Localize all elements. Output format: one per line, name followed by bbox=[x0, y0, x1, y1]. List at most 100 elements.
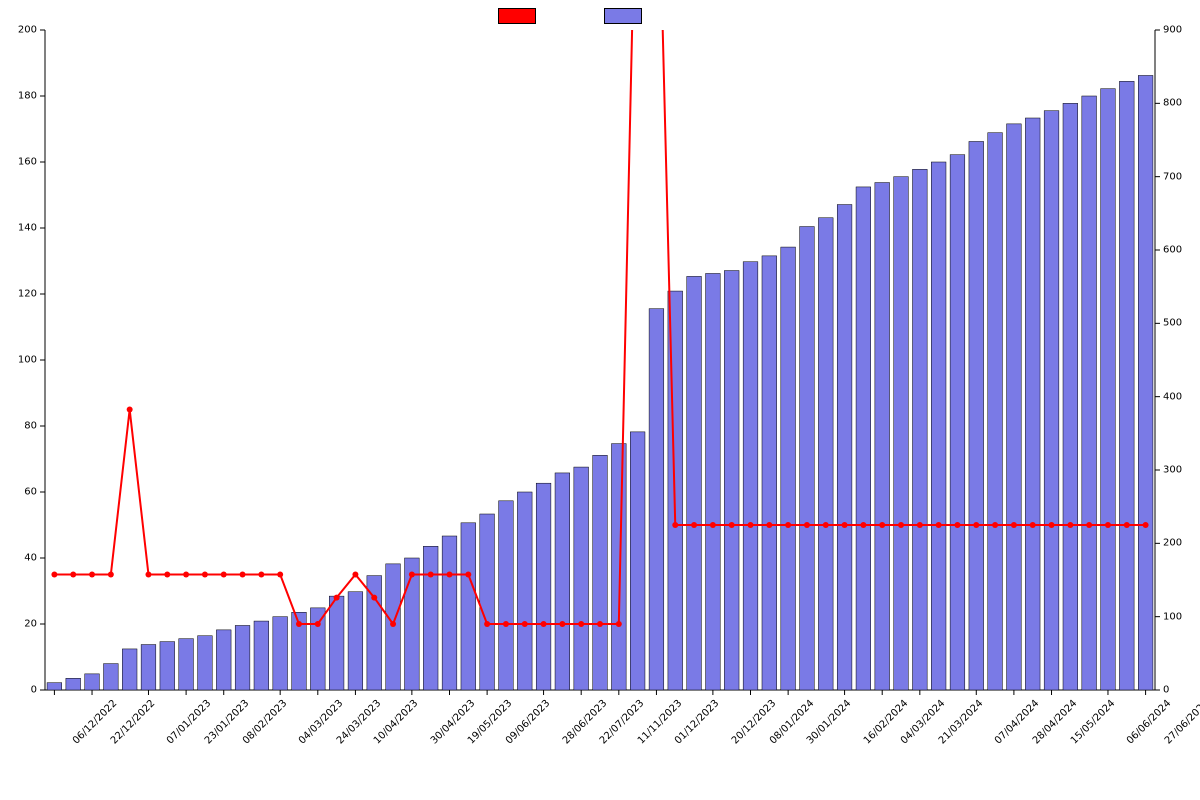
line-marker bbox=[842, 522, 848, 528]
line-marker bbox=[1143, 522, 1149, 528]
y-right-tick-label: 400 bbox=[1163, 391, 1182, 402]
bar bbox=[122, 649, 137, 690]
line-marker bbox=[559, 621, 565, 627]
y-left-tick-label: 180 bbox=[0, 91, 37, 102]
line-marker bbox=[860, 522, 866, 528]
legend-swatch bbox=[498, 8, 536, 24]
line-marker bbox=[108, 572, 114, 578]
bar bbox=[348, 592, 363, 690]
line-marker bbox=[202, 572, 208, 578]
line-marker bbox=[390, 621, 396, 627]
line-marker bbox=[879, 522, 885, 528]
line-marker bbox=[1067, 522, 1073, 528]
bar bbox=[66, 678, 81, 690]
bar bbox=[179, 639, 194, 690]
bar bbox=[367, 576, 382, 690]
line-marker bbox=[334, 595, 340, 601]
bar bbox=[800, 227, 815, 690]
bar bbox=[630, 432, 645, 690]
line-marker bbox=[127, 407, 133, 413]
bar bbox=[1025, 118, 1040, 690]
line-marker bbox=[785, 522, 791, 528]
y-left-tick-label: 140 bbox=[0, 223, 37, 234]
bar bbox=[762, 256, 777, 690]
bar bbox=[141, 645, 156, 690]
bar bbox=[1063, 103, 1078, 690]
legend-swatch bbox=[604, 8, 642, 24]
y-right-tick-label: 800 bbox=[1163, 98, 1182, 109]
line-marker bbox=[597, 621, 603, 627]
bar bbox=[85, 674, 100, 690]
line-marker bbox=[616, 621, 622, 627]
line-marker bbox=[973, 522, 979, 528]
bar bbox=[461, 523, 476, 690]
line-marker bbox=[409, 572, 415, 578]
y-right-tick-label: 500 bbox=[1163, 318, 1182, 329]
line-marker bbox=[484, 621, 490, 627]
line-marker bbox=[446, 572, 452, 578]
line-marker bbox=[1124, 522, 1130, 528]
y-right-tick-label: 0 bbox=[1163, 685, 1169, 696]
y-right-tick-label: 700 bbox=[1163, 171, 1182, 182]
y-left-tick-label: 120 bbox=[0, 289, 37, 300]
line-marker bbox=[277, 572, 283, 578]
bar bbox=[423, 546, 438, 690]
bar bbox=[724, 271, 739, 690]
bar bbox=[912, 169, 927, 690]
bar bbox=[687, 276, 702, 690]
line-marker bbox=[522, 621, 528, 627]
line-series bbox=[54, 0, 1145, 624]
bar bbox=[611, 444, 626, 690]
bar bbox=[1138, 75, 1153, 690]
bar bbox=[706, 273, 721, 690]
bar bbox=[931, 162, 946, 690]
bar bbox=[499, 501, 514, 690]
line-marker bbox=[710, 522, 716, 528]
bar bbox=[517, 492, 532, 690]
bar bbox=[950, 155, 965, 690]
bar bbox=[1119, 81, 1134, 690]
bar bbox=[894, 177, 909, 690]
bar bbox=[875, 183, 890, 690]
y-right-tick-label: 600 bbox=[1163, 245, 1182, 256]
bar bbox=[1007, 124, 1022, 690]
line-marker bbox=[1049, 522, 1055, 528]
y-left-tick-label: 80 bbox=[0, 421, 37, 432]
bar bbox=[668, 291, 683, 690]
y-left-tick-label: 100 bbox=[0, 355, 37, 366]
line-marker bbox=[296, 621, 302, 627]
line-marker bbox=[145, 572, 151, 578]
bar bbox=[781, 247, 796, 690]
combo-chart: 0204060801001201401601802000100200300400… bbox=[0, 0, 1200, 800]
bar bbox=[104, 664, 119, 690]
bar bbox=[273, 617, 288, 690]
bar bbox=[1044, 111, 1059, 690]
bar bbox=[198, 636, 213, 690]
line-marker bbox=[183, 572, 189, 578]
line-marker bbox=[936, 522, 942, 528]
y-left-tick-label: 200 bbox=[0, 25, 37, 36]
y-left-tick-label: 160 bbox=[0, 157, 37, 168]
y-left-tick-label: 20 bbox=[0, 619, 37, 630]
line-marker bbox=[823, 522, 829, 528]
line-marker bbox=[315, 621, 321, 627]
line-marker bbox=[992, 522, 998, 528]
bar bbox=[47, 683, 62, 690]
y-left-tick-label: 60 bbox=[0, 487, 37, 498]
line-marker bbox=[691, 522, 697, 528]
line-marker bbox=[428, 572, 434, 578]
chart-svg bbox=[0, 0, 1200, 800]
line-marker bbox=[258, 572, 264, 578]
bar bbox=[1101, 89, 1116, 690]
line-marker bbox=[51, 572, 57, 578]
line-marker bbox=[898, 522, 904, 528]
bar bbox=[969, 141, 984, 690]
line-marker bbox=[917, 522, 923, 528]
y-right-tick-label: 200 bbox=[1163, 538, 1182, 549]
y-right-tick-label: 900 bbox=[1163, 25, 1182, 36]
line-marker bbox=[672, 522, 678, 528]
bar bbox=[254, 621, 269, 690]
line-marker bbox=[221, 572, 227, 578]
bar bbox=[536, 483, 551, 690]
bar bbox=[856, 187, 871, 690]
